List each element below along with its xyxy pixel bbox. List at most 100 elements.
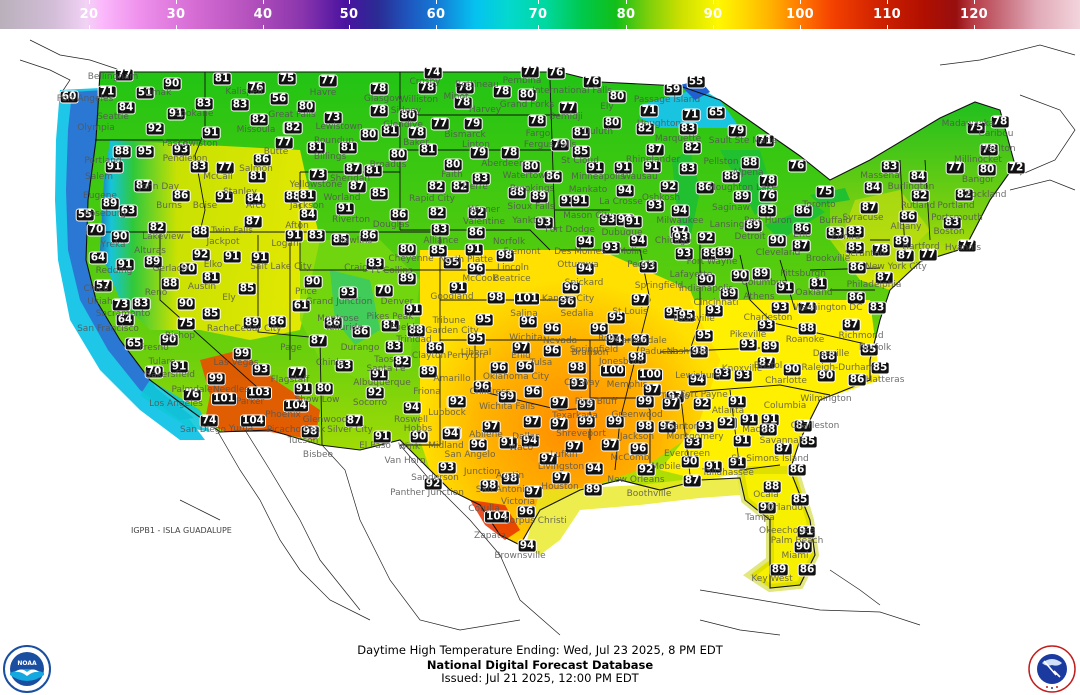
temperature-value: 95	[136, 145, 154, 158]
temperature-value: 89	[770, 563, 788, 576]
city-label: Flagstaff	[270, 375, 310, 385]
colorbar-tick	[800, 0, 801, 29]
city-label: Cheyenne	[388, 254, 434, 264]
city-label: Midland	[428, 441, 464, 451]
temperature-value: 91	[614, 161, 632, 174]
temperature-value: 85	[758, 204, 776, 217]
city-label: Greenwood	[611, 410, 663, 420]
city-label: Detroit	[734, 232, 766, 242]
temperature-value: 86	[793, 222, 811, 235]
temperature-value: 75	[278, 72, 296, 85]
city-label: Wink	[397, 442, 421, 452]
temperature-value: 80	[608, 90, 626, 103]
city-label: Ft Collins	[371, 266, 413, 276]
temperature-value: 77	[431, 117, 449, 130]
temperature-value: 97	[662, 397, 680, 410]
temperature-value: 100	[638, 368, 662, 381]
temperature-value: 82	[911, 189, 929, 202]
colorbar-tick	[436, 0, 437, 29]
city-label: Madawaska	[941, 119, 995, 129]
city-label: Clanton	[664, 422, 700, 432]
temperature-value: 75	[177, 317, 195, 330]
temperature-value: 90	[794, 540, 812, 553]
temperature-value: 73	[112, 298, 130, 311]
city-label: Springfield	[634, 281, 684, 291]
temperature-value: 72	[1007, 161, 1025, 174]
nws-logo[interactable]	[1028, 645, 1076, 693]
temperature-value: 75	[967, 121, 985, 134]
temperature-value: 99	[606, 415, 624, 428]
city-label: Sault Ste Marie	[708, 136, 778, 146]
noaa-logo[interactable]: NOAA	[3, 645, 51, 693]
temperature-value: 86	[324, 316, 342, 329]
temperature-value: 83	[195, 97, 213, 110]
temperature-value: 78	[759, 174, 777, 187]
temperature-value: 97	[512, 341, 530, 354]
city-label: Atlanta	[711, 406, 745, 416]
city-label: Memphis	[606, 380, 648, 390]
city-label: Pembina	[502, 76, 542, 86]
city-label: Jackpot	[206, 237, 240, 247]
temperature-value: 91	[116, 258, 134, 271]
city-label: Havre	[309, 88, 337, 98]
temperature-value: 87	[345, 414, 363, 427]
temperature-value: 71	[756, 134, 774, 147]
temperature-value: 94	[576, 235, 594, 248]
city-label: Millinocket	[954, 155, 1002, 165]
city-label: Tulare	[148, 357, 176, 367]
temperature-value: 86	[794, 204, 812, 217]
temperature-value: 95	[607, 311, 625, 324]
city-label: Omak	[144, 88, 172, 98]
temperature-value: 97	[552, 471, 570, 484]
temperature-color-scale: 20 30 40 50 60 70 80 90 100 110 120	[0, 0, 1080, 29]
temperature-value: 86	[426, 341, 444, 354]
temperature-value: 94	[518, 539, 536, 552]
forecast-valid-time: Daytime High Temperature Ending: Wed, Ju…	[357, 643, 723, 657]
temperature-value: 88	[407, 324, 425, 337]
temperature-value: 80	[315, 382, 333, 395]
temperature-value: 82	[955, 188, 973, 201]
city-label: Pikes Peak	[366, 312, 414, 322]
temperature-value: 85	[331, 233, 349, 246]
city-label: Childress	[469, 387, 511, 397]
city-label: Shreveport	[556, 429, 606, 439]
temperature-value: 82	[636, 122, 654, 135]
temperature-value: 87	[309, 334, 327, 347]
temperature-value: 93	[713, 367, 731, 380]
city-label: Alturas	[134, 246, 166, 256]
city-label: Tampa	[745, 513, 775, 523]
city-label: San Antonio	[475, 485, 531, 495]
city-label: Denver	[380, 297, 414, 307]
temperature-value: 90	[783, 363, 801, 376]
temperature-value: 96	[558, 295, 576, 308]
temperature-value: 91	[733, 434, 751, 447]
city-label: Saginaw	[711, 203, 751, 213]
temperature-value: 65	[707, 106, 725, 119]
temperature-value: 98	[636, 420, 654, 433]
conus-outline	[85, 71, 1016, 589]
temperature-value: 94	[606, 333, 624, 346]
temperature-value: 96	[590, 322, 608, 335]
city-label: Bishop	[164, 331, 196, 341]
city-label: Needles	[212, 385, 250, 395]
city-label: Worland	[323, 193, 361, 203]
city-label: Lakeview	[142, 232, 184, 242]
city-label: Boston	[933, 227, 965, 237]
city-label: Syracuse	[842, 213, 884, 223]
temperature-value: 95	[467, 332, 485, 345]
west-interior	[100, 140, 320, 340]
city-label: La Crosse	[599, 197, 643, 207]
city-label: Tucson	[287, 436, 319, 446]
city-label: Garden City	[425, 326, 479, 336]
temperature-value: 79	[464, 117, 482, 130]
city-label: San Francisco	[77, 324, 139, 334]
city-label: Twin Falls	[211, 226, 253, 236]
city-label: Roundup	[314, 136, 354, 146]
city-label: Santa Fe	[366, 364, 406, 374]
temperature-value: 89	[398, 272, 416, 285]
temperature-value: 90	[160, 333, 178, 346]
temperature-value: 86	[899, 210, 917, 223]
temperature-value: 77	[115, 68, 133, 81]
temperature-value: 82	[451, 180, 469, 193]
temperature-value: 86	[848, 261, 866, 274]
